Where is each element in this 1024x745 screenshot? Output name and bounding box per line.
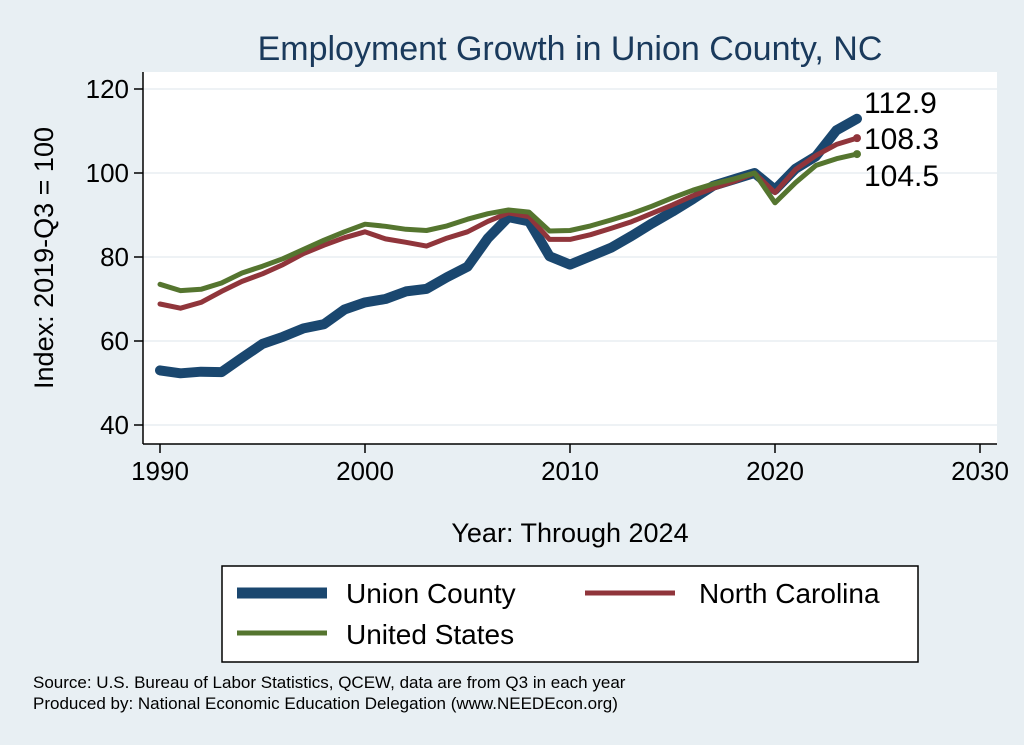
x-tick-label-2020: 2020 xyxy=(746,456,804,486)
y-tick-label-60: 60 xyxy=(100,326,129,356)
legend-label-north-carolina: North Carolina xyxy=(699,578,880,609)
chart-title: Employment Growth in Union County, NC xyxy=(258,30,883,68)
legend-label-united-states: United States xyxy=(346,619,514,650)
x-tick-label-2010: 2010 xyxy=(541,456,599,486)
produced-by-note: Produced by: National Economic Education… xyxy=(33,694,618,713)
y-tick-label-40: 40 xyxy=(100,410,129,440)
series-line-united-states xyxy=(157,151,860,294)
x-axis-title: Year: Through 2024 xyxy=(451,518,688,548)
legend-label-union-county: Union County xyxy=(346,578,516,609)
x-tick-label-2000: 2000 xyxy=(336,456,394,486)
source-note: Source: U.S. Bureau of Labor Statistics,… xyxy=(33,673,626,692)
y-axis-ticks: 40 60 80 100 120 xyxy=(86,74,143,440)
x-tick-label-2030: 2030 xyxy=(951,456,1009,486)
legend-box xyxy=(221,565,919,663)
y-tick-label-80: 80 xyxy=(100,242,129,272)
y-tick-label-100: 100 xyxy=(86,158,129,188)
legend: Union County North Carolina United State… xyxy=(221,565,919,663)
series-endpoint-united-states xyxy=(853,150,861,159)
series-lines xyxy=(155,113,862,379)
series-endpoint-north-carolina xyxy=(853,134,861,143)
series-endpoint-union-county xyxy=(853,114,861,123)
x-tick-label-1990: 1990 xyxy=(131,456,189,486)
end-label-united-states: 104.5 xyxy=(864,160,939,193)
end-label-north-carolina: 108.3 xyxy=(864,123,939,156)
y-tick-label-120: 120 xyxy=(86,74,129,104)
x-axis-ticks: 1990 2000 2010 2020 2030 xyxy=(131,444,1009,486)
end-label-union-county: 112.9 xyxy=(864,87,937,120)
y-axis-title: Index: 2019-Q3 = 100 xyxy=(29,127,59,389)
